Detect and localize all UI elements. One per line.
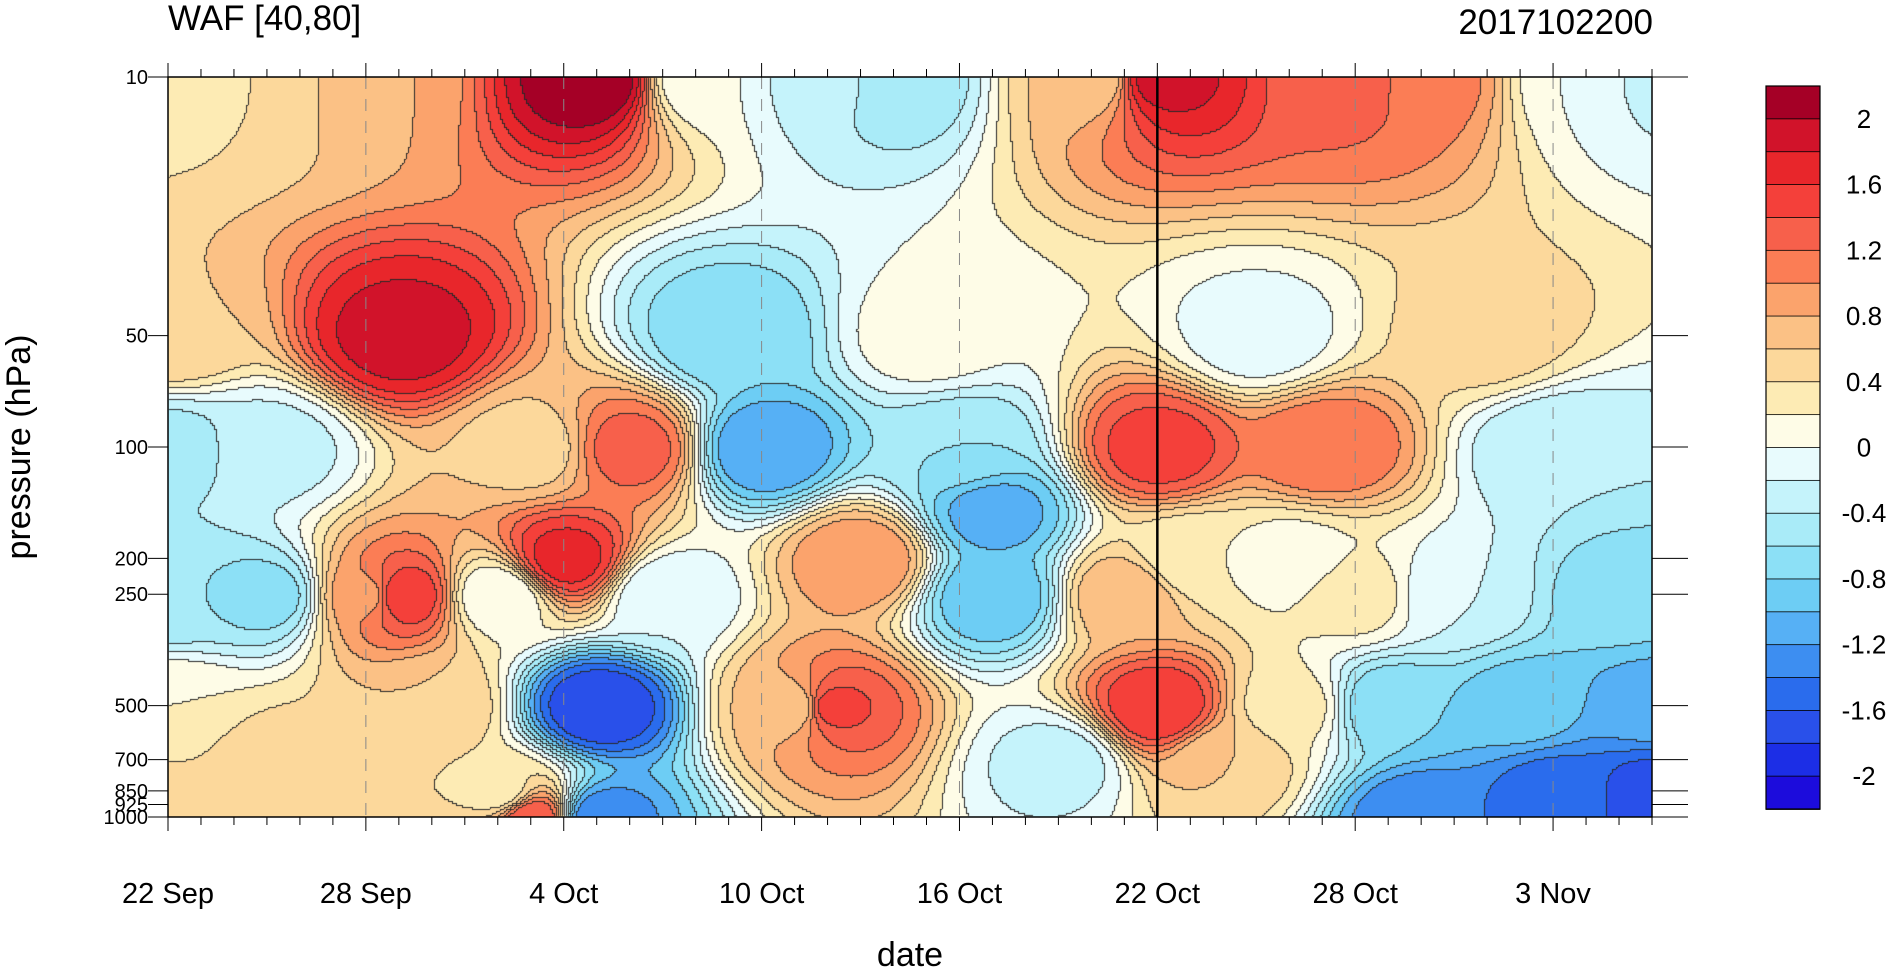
colorbar-swatch xyxy=(1765,742,1821,778)
y-tick-label: 10 xyxy=(126,67,148,89)
x-tick-label: 3 Nov xyxy=(1515,878,1591,910)
colorbar-label: 1.6 xyxy=(1846,170,1882,200)
y-tick-label: 250 xyxy=(115,584,148,606)
y-tick-label: 200 xyxy=(115,548,148,570)
x-tick-label: 22 Sep xyxy=(122,878,214,910)
colorbar-swatch xyxy=(1765,512,1821,547)
x-tick-label: 16 Oct xyxy=(917,878,1002,910)
x-tick-label: 28 Oct xyxy=(1312,878,1397,910)
colorbar-label: 0 xyxy=(1857,433,1871,463)
x-tick-label: 4 Oct xyxy=(529,878,598,910)
colorbar-swatch xyxy=(1765,282,1821,317)
x-tick-label: 10 Oct xyxy=(719,878,804,910)
colorbar-label: 0.8 xyxy=(1846,301,1882,331)
colorbar-swatch xyxy=(1765,315,1821,350)
y-tick-label: 1000 xyxy=(104,807,149,829)
colorbar-swatch xyxy=(1765,118,1821,153)
colorbar-swatch xyxy=(1765,447,1821,482)
colorbar-label: -2 xyxy=(1852,761,1875,791)
y-tick-label: 925 xyxy=(115,794,148,816)
colorbar-label: -1.2 xyxy=(1842,630,1887,660)
colorbar-swatch xyxy=(1765,151,1821,186)
colorbar-swatch xyxy=(1765,611,1821,646)
colorbar-swatch xyxy=(1765,249,1821,285)
colorbar-swatch xyxy=(1765,348,1821,383)
y-tick-label: 850 xyxy=(115,781,148,803)
plot-area xyxy=(168,77,1652,817)
colorbar-label: 0.4 xyxy=(1846,367,1882,397)
x-axis: 22 Sep 28 Sep 4 Oct 10 Oct 16 Oct 22 Oct 28 Oc… xyxy=(122,63,1653,910)
colorbar-swatch xyxy=(1765,578,1821,613)
y-tick-label: 500 xyxy=(115,696,148,718)
colorbar-swatch xyxy=(1765,775,1821,810)
colorbar-swatch xyxy=(1765,644,1821,679)
colorbar-label: -0.4 xyxy=(1842,498,1887,528)
colorbar-frame xyxy=(1765,85,1821,810)
colorbar: 2 1.6 1.2 0.8 0.4 0 -0.4 -0.8 -1.2 -1.6 -2 xyxy=(1765,85,1887,810)
colorbar-swatch xyxy=(1765,85,1821,120)
x-tick-label: 22 Oct xyxy=(1115,878,1200,910)
colorbar-swatch xyxy=(1765,184,1821,219)
colorbar-swatch xyxy=(1765,414,1821,449)
y-tick-label: 700 xyxy=(115,750,148,772)
x-tick-label: 28 Sep xyxy=(320,878,412,910)
colorbar-label: -1.6 xyxy=(1842,695,1887,725)
colorbar-swatch xyxy=(1765,217,1821,252)
colorbar-label: 1.2 xyxy=(1846,235,1882,265)
colorbar-label: 2 xyxy=(1857,104,1871,134)
y-tick-label: 100 xyxy=(115,437,148,459)
chart-title-right: 2017102200 xyxy=(1458,3,1653,42)
y-tick-label: 50 xyxy=(126,326,148,348)
y-axis-label: pressure (hPa) xyxy=(0,335,38,560)
colorbar-swatch xyxy=(1765,710,1821,745)
colorbar-swatch xyxy=(1765,479,1821,515)
colorbar-swatch xyxy=(1765,677,1821,712)
chart-title-left: WAF [40,80] xyxy=(168,0,361,38)
colorbar-swatch xyxy=(1765,545,1821,580)
contour-fill xyxy=(168,77,1652,817)
x-axis-label: date xyxy=(877,936,943,969)
colorbar-label: -0.8 xyxy=(1842,564,1887,594)
colorbar-swatch xyxy=(1765,381,1821,416)
